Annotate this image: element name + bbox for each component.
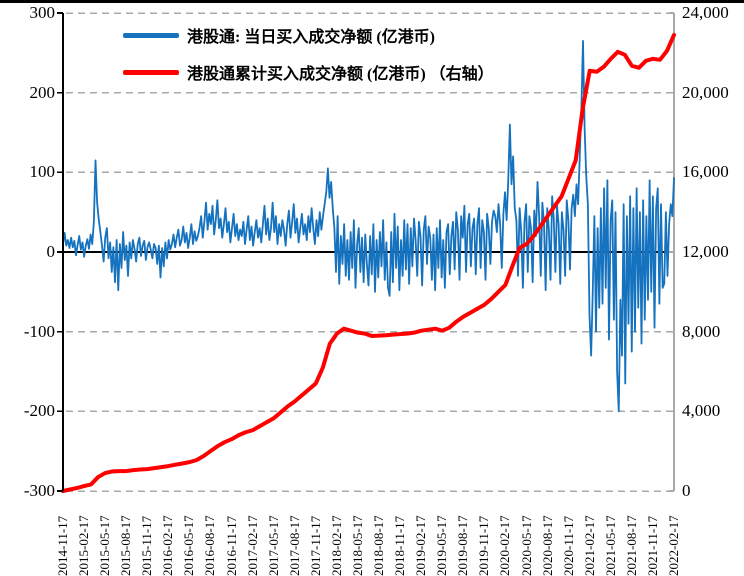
x-axis-tick-label: 2021-05-17 [602, 515, 618, 576]
series-cumulative [61, 32, 676, 493]
x-axis-tick-label: 2021-02-17 [581, 515, 597, 576]
x-axis-tick-label: 2018-05-17 [349, 515, 365, 576]
x-axis-tick-label: 2022-02-17 [666, 515, 681, 576]
y-left-tick-label: 200 [29, 82, 56, 102]
y-left-tick-label: -100 [23, 321, 55, 341]
x-axis-tick-label: 2019-05-17 [434, 515, 450, 576]
x-axis-tick-label: 2020-08-17 [539, 515, 555, 576]
y-right-tick-label: 4,000 [682, 401, 721, 421]
legend-item-cumulative: 港股通累计买入成交净额 (亿港币) （右轴） [123, 61, 494, 83]
y-left-tick-label: -300 [23, 481, 55, 500]
x-axis-tick-label: 2017-02-17 [244, 515, 260, 576]
x-axis-tick-label: 2021-08-17 [623, 515, 639, 576]
x-axis-tick-label: 2015-11-17 [139, 515, 155, 576]
x-axis-tick-label: 2017-05-17 [265, 515, 281, 576]
x-axis-tick-label: 2016-11-17 [223, 515, 239, 576]
x-axis-tick-label: 2014-11-17 [55, 515, 70, 576]
y-right-tick-label: 12,000 [682, 242, 729, 261]
x-axis-tick-label: 2018-08-17 [371, 515, 387, 576]
y-left-tick-label: -200 [23, 401, 55, 421]
legend-red-line-swatch [123, 69, 179, 75]
x-axis-tick-label: 2020-05-17 [518, 515, 534, 576]
y-right-tick-label: 16,000 [682, 162, 729, 182]
y-right-tick-label: 0 [682, 481, 691, 500]
x-axis-tick-label: 2015-08-17 [118, 515, 134, 576]
y-left-tick-label: 100 [29, 162, 56, 182]
x-axis-tick-label: 2020-11-17 [560, 515, 576, 576]
x-axis-tick-label: 2015-05-17 [97, 515, 113, 576]
y-right-tick-label: 8,000 [682, 321, 721, 341]
x-axis-tick-label: 2020-02-17 [497, 515, 513, 576]
x-axis-tick-label: 2016-08-17 [202, 515, 218, 576]
x-axis-tick-label: 2021-11-17 [644, 515, 660, 576]
x-axis-tick-label: 2018-11-17 [392, 515, 408, 576]
y-left-tick-label: 0 [46, 242, 56, 261]
x-axis-tick-label: 2017-08-17 [286, 515, 302, 576]
x-axis-tick-label: 2016-05-17 [181, 515, 197, 576]
x-axis-tick-label: 2015-02-17 [76, 515, 92, 576]
legend-blue-line-swatch [123, 32, 179, 38]
y-left-tick-label: 300 [29, 3, 56, 22]
x-axis-tick-label: 2019-11-17 [476, 515, 492, 576]
legend-label-cumulative: 港股通累计买入成交净额 (亿港币) （右轴） [187, 66, 494, 83]
y-right-tick-label: 20,000 [682, 82, 729, 102]
series-daily [62, 39, 675, 413]
y-right-tick-label: 24,000 [682, 3, 729, 22]
x-axis-tick-label: 2017-11-17 [307, 515, 323, 576]
x-axis-tick-label: 2018-02-17 [328, 515, 344, 576]
legend-item-daily: 港股通: 当日买入成交净额 (亿港币) [123, 24, 494, 46]
x-axis-tick-label: 2019-02-17 [413, 515, 429, 576]
top-border-line [0, 0, 744, 3]
legend: 港股通: 当日买入成交净额 (亿港币) 港股通累计买入成交净额 (亿港币) （右… [123, 24, 494, 98]
x-axis-tick-label: 2016-02-17 [160, 515, 176, 576]
x-axis-tick-label: 2019-08-17 [455, 515, 471, 576]
legend-label-daily: 港股通: 当日买入成交净额 (亿港币) [187, 29, 435, 46]
